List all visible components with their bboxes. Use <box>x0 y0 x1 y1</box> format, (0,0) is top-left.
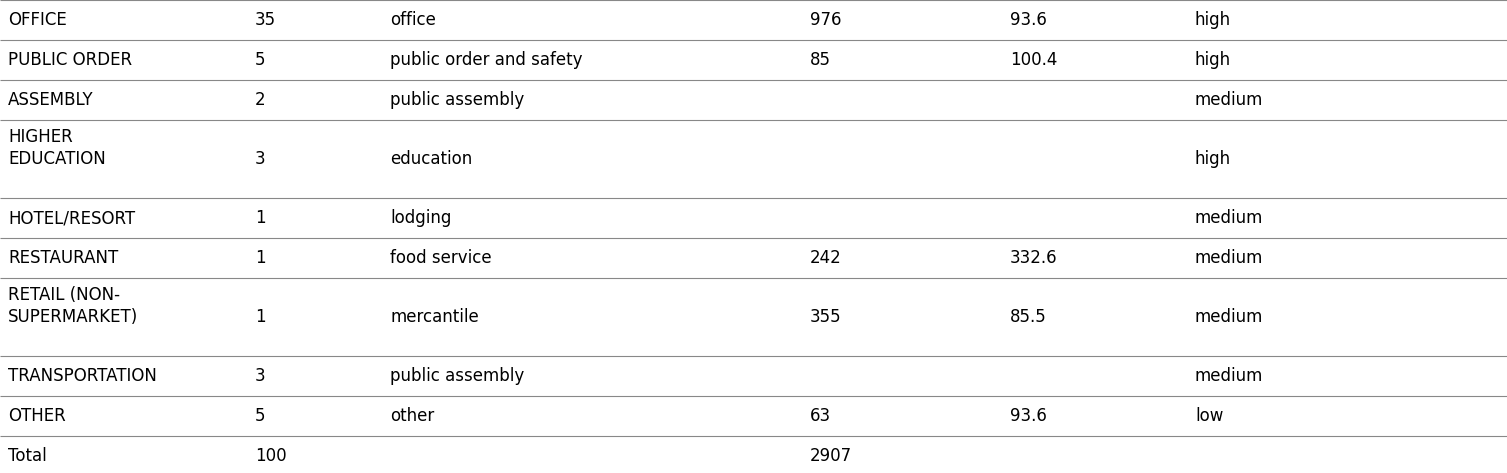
Text: 5: 5 <box>255 51 265 69</box>
Text: 93.6: 93.6 <box>1010 407 1047 425</box>
Text: HIGHER
EDUCATION: HIGHER EDUCATION <box>8 128 105 168</box>
Text: Total: Total <box>8 447 47 465</box>
Text: OTHER: OTHER <box>8 407 66 425</box>
Text: public order and safety: public order and safety <box>390 51 583 69</box>
Text: low: low <box>1195 407 1224 425</box>
Text: office: office <box>390 11 436 29</box>
Text: 2907: 2907 <box>809 447 851 465</box>
Text: medium: medium <box>1195 367 1263 385</box>
Text: RESTAURANT: RESTAURANT <box>8 249 118 267</box>
Text: medium: medium <box>1195 249 1263 267</box>
Text: 5: 5 <box>255 407 265 425</box>
Text: 1: 1 <box>255 249 265 267</box>
Text: 85: 85 <box>809 51 830 69</box>
Text: 242: 242 <box>809 249 842 267</box>
Text: TRANSPORTATION: TRANSPORTATION <box>8 367 157 385</box>
Text: HOTEL/RESORT: HOTEL/RESORT <box>8 209 136 227</box>
Text: medium: medium <box>1195 91 1263 109</box>
Text: high: high <box>1195 51 1231 69</box>
Text: public assembly: public assembly <box>390 367 524 385</box>
Text: 100.4: 100.4 <box>1010 51 1058 69</box>
Text: OFFICE: OFFICE <box>8 11 66 29</box>
Text: 3: 3 <box>255 367 265 385</box>
Text: 35: 35 <box>255 11 276 29</box>
Text: medium: medium <box>1195 308 1263 326</box>
Text: public assembly: public assembly <box>390 91 524 109</box>
Text: education: education <box>390 150 472 168</box>
Text: 2: 2 <box>255 91 265 109</box>
Text: 355: 355 <box>809 308 841 326</box>
Text: high: high <box>1195 150 1231 168</box>
Text: lodging: lodging <box>390 209 452 227</box>
Text: other: other <box>390 407 434 425</box>
Text: 1: 1 <box>255 308 265 326</box>
Text: food service: food service <box>390 249 491 267</box>
Text: 976: 976 <box>809 11 841 29</box>
Text: high: high <box>1195 11 1231 29</box>
Text: 1: 1 <box>255 209 265 227</box>
Text: 332.6: 332.6 <box>1010 249 1058 267</box>
Text: mercantile: mercantile <box>390 308 479 326</box>
Text: RETAIL (NON-
SUPERMARKET): RETAIL (NON- SUPERMARKET) <box>8 286 139 326</box>
Text: 85.5: 85.5 <box>1010 308 1047 326</box>
Text: 100: 100 <box>255 447 286 465</box>
Text: medium: medium <box>1195 209 1263 227</box>
Text: ASSEMBLY: ASSEMBLY <box>8 91 93 109</box>
Text: 63: 63 <box>809 407 832 425</box>
Text: 3: 3 <box>255 150 265 168</box>
Text: PUBLIC ORDER: PUBLIC ORDER <box>8 51 133 69</box>
Text: 93.6: 93.6 <box>1010 11 1047 29</box>
